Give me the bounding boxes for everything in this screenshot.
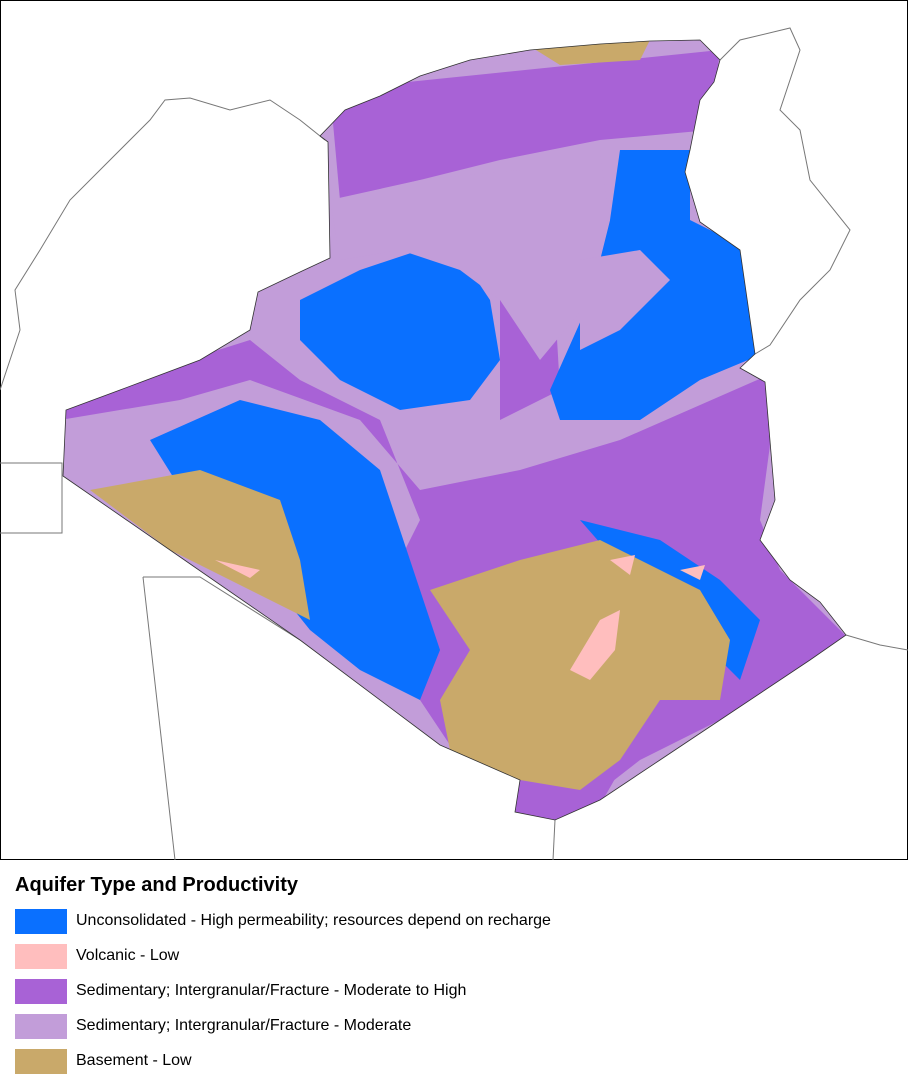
legend-item: Volcanic - Low bbox=[15, 943, 179, 969]
legend-label: Basement - Low bbox=[76, 1052, 192, 1069]
legend-item: Sedimentary; Intergranular/Fracture - Mo… bbox=[15, 978, 466, 1004]
area bbox=[330, 150, 610, 360]
area bbox=[680, 565, 705, 580]
map bbox=[0, 0, 908, 861]
legend-swatch bbox=[15, 1048, 67, 1074]
legend-swatch bbox=[15, 1013, 67, 1039]
area bbox=[570, 610, 620, 680]
area bbox=[300, 250, 500, 410]
legend-label: Sedimentary; Intergranular/Fracture - Mo… bbox=[76, 1017, 412, 1034]
legend-swatch bbox=[15, 978, 67, 1004]
area bbox=[90, 470, 310, 620]
neighbor-borders bbox=[0, 27, 908, 861]
legend-swatch bbox=[15, 943, 67, 969]
legend-item: Unconsolidated - High permeability; reso… bbox=[15, 908, 551, 934]
legend-label: Sedimentary; Intergranular/Fracture - Mo… bbox=[76, 982, 467, 999]
legend-label: Unconsolidated - High permeability; reso… bbox=[76, 912, 551, 929]
area bbox=[610, 555, 635, 575]
area bbox=[580, 250, 670, 350]
area bbox=[215, 560, 260, 578]
area bbox=[330, 50, 720, 200]
area bbox=[515, 770, 620, 820]
legend-swatch bbox=[15, 908, 67, 934]
legend-item: Sedimentary; Intergranular/Fracture - Mo… bbox=[15, 1013, 411, 1039]
legend-item: Basement - Low bbox=[15, 1048, 192, 1074]
legend-label: Volcanic - Low bbox=[76, 947, 180, 964]
legend-title: Aquifer Type and Productivity bbox=[15, 874, 298, 896]
